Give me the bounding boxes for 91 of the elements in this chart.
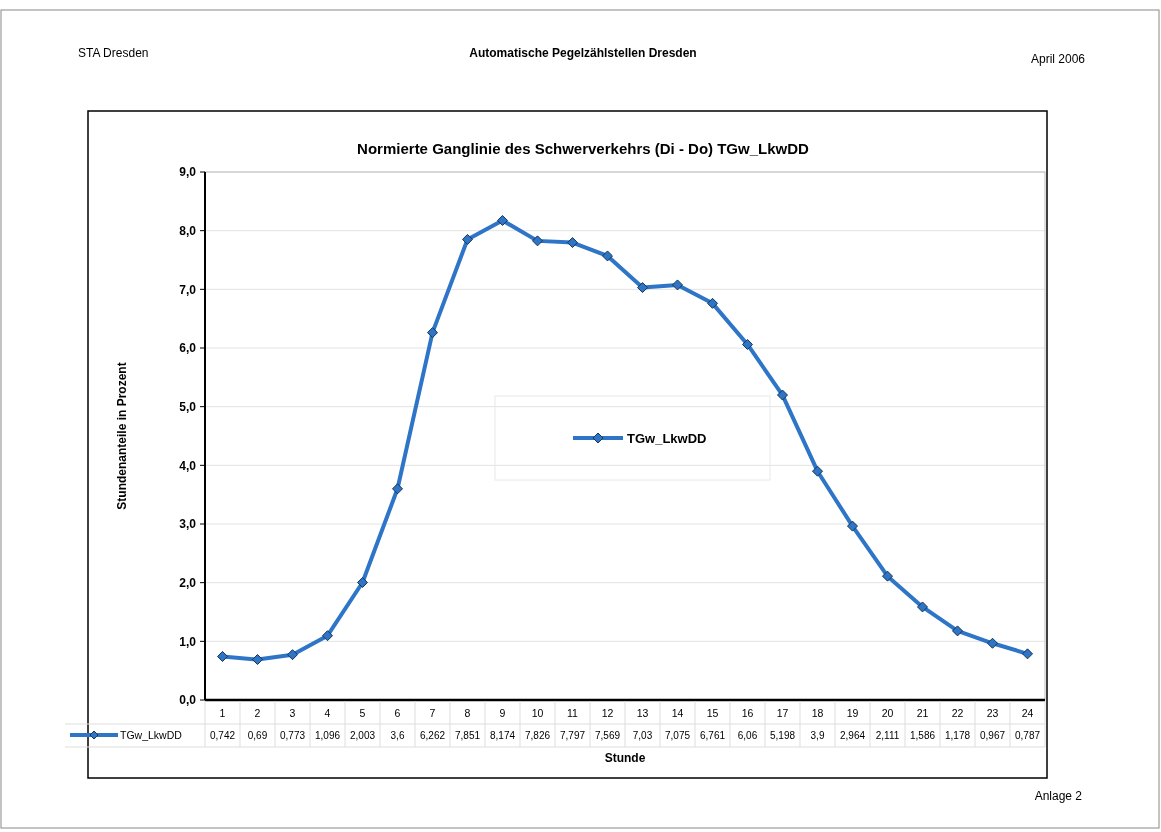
text: TGw_LkwDD	[120, 728, 182, 741]
legend-label: TGw_LkwDD	[627, 430, 707, 446]
x-tick-label: 13	[636, 706, 649, 719]
x-tick-label: 20	[881, 706, 894, 719]
point	[777, 389, 788, 401]
data-label: 1,096	[314, 729, 341, 741]
x-tick-label: 18	[811, 706, 824, 719]
data-label: 8,174	[489, 729, 516, 741]
x-tick-label: 21	[916, 706, 929, 719]
data-label: 3,6	[390, 729, 405, 741]
y-tick-label: 2,0	[179, 575, 197, 590]
x-tick-label: 4	[324, 706, 331, 719]
x-tick-label: 14	[671, 706, 684, 719]
point	[672, 279, 683, 291]
data-label: 1,586	[909, 729, 936, 741]
point	[707, 297, 718, 309]
x-tick-label: 5	[359, 706, 366, 719]
point	[567, 237, 578, 249]
x-tick-label: 15	[706, 706, 719, 719]
point	[882, 570, 893, 582]
point	[952, 625, 963, 637]
x-tick-label: 23	[986, 706, 999, 719]
x-tick-label: 19	[846, 706, 859, 719]
x-tick-label: 2	[254, 706, 261, 719]
x-tick-label: 7	[429, 706, 436, 719]
x-tick-label: 6	[394, 706, 401, 719]
data-label: 0,773	[279, 729, 306, 741]
data-label: 6,761	[699, 729, 726, 741]
text: STA Dresden	[78, 46, 149, 60]
data-label: 6,06	[737, 729, 758, 741]
x-tick-label: 12	[601, 706, 614, 719]
point	[847, 520, 858, 532]
y-tick-label: 9,0	[179, 165, 197, 180]
x-tick-label: 10	[531, 706, 544, 719]
data-label: 7,851	[454, 729, 481, 741]
point	[917, 601, 928, 613]
y-tick-label: 6,0	[179, 341, 197, 356]
x-tick-label: 16	[741, 706, 754, 719]
y-tick-label: 8,0	[179, 223, 197, 238]
data-label: 0,742	[209, 729, 236, 741]
text: Automatische Pegelzählstellen Dresden	[469, 46, 697, 60]
data-label: 1,178	[944, 729, 971, 741]
y-tick-label: 3,0	[179, 517, 197, 532]
data-label: 3,9	[810, 729, 825, 741]
x-tick-label: 8	[464, 706, 471, 719]
data-label: 7,797	[559, 729, 586, 741]
data-label: 0,787	[1014, 729, 1041, 741]
y-tick-label: 1,0	[179, 634, 197, 649]
data-label: 7,075	[664, 729, 691, 741]
x-tick-label: 9	[499, 706, 506, 719]
y-tick-label: 7,0	[179, 282, 197, 297]
point	[497, 214, 508, 226]
x-tick-label: 24	[1021, 706, 1034, 719]
text: April 2006	[1030, 52, 1086, 66]
y-tick-label: 0,0	[179, 693, 197, 708]
data-label: 7,03	[632, 729, 653, 741]
point	[427, 327, 438, 339]
point	[287, 649, 298, 661]
x-tick-label: 22	[951, 706, 964, 719]
point	[742, 338, 753, 350]
data-label: 2,111	[875, 729, 900, 741]
point	[1022, 648, 1033, 660]
point	[532, 235, 543, 247]
point	[812, 465, 823, 477]
point	[252, 654, 263, 666]
text: Anlage 2	[1034, 789, 1083, 803]
x-tick-label: 17	[776, 706, 789, 719]
point	[392, 483, 403, 495]
data-label: 0,967	[979, 729, 1006, 741]
data-label: 6,262	[419, 729, 446, 741]
point	[637, 282, 648, 294]
y-axis-title: Stundenanteile in Prozent	[115, 362, 129, 510]
data-label: 5,198	[769, 729, 796, 741]
data-label: 0,69	[247, 729, 268, 741]
point	[217, 650, 228, 662]
y-tick-label: 4,0	[179, 458, 197, 473]
chart-title: Normierte Ganglinie des Schwerverkehrs (Di - Do) TGw_LkwDD	[357, 140, 810, 157]
point	[987, 637, 998, 649]
point	[322, 630, 333, 642]
data-label: 7,569	[594, 729, 621, 741]
data-label: 2,003	[349, 729, 376, 741]
x-tick-label: 3	[289, 706, 296, 719]
y-tick-label: 5,0	[179, 399, 197, 414]
point	[462, 233, 473, 245]
x-axis-title: Stunde	[604, 751, 646, 765]
x-tick-label: 11	[567, 706, 579, 719]
data-label: 7,826	[524, 729, 551, 741]
data-label: 2,964	[839, 729, 866, 741]
point	[357, 576, 368, 588]
x-tick-label: 1	[219, 706, 226, 719]
point	[602, 250, 613, 262]
